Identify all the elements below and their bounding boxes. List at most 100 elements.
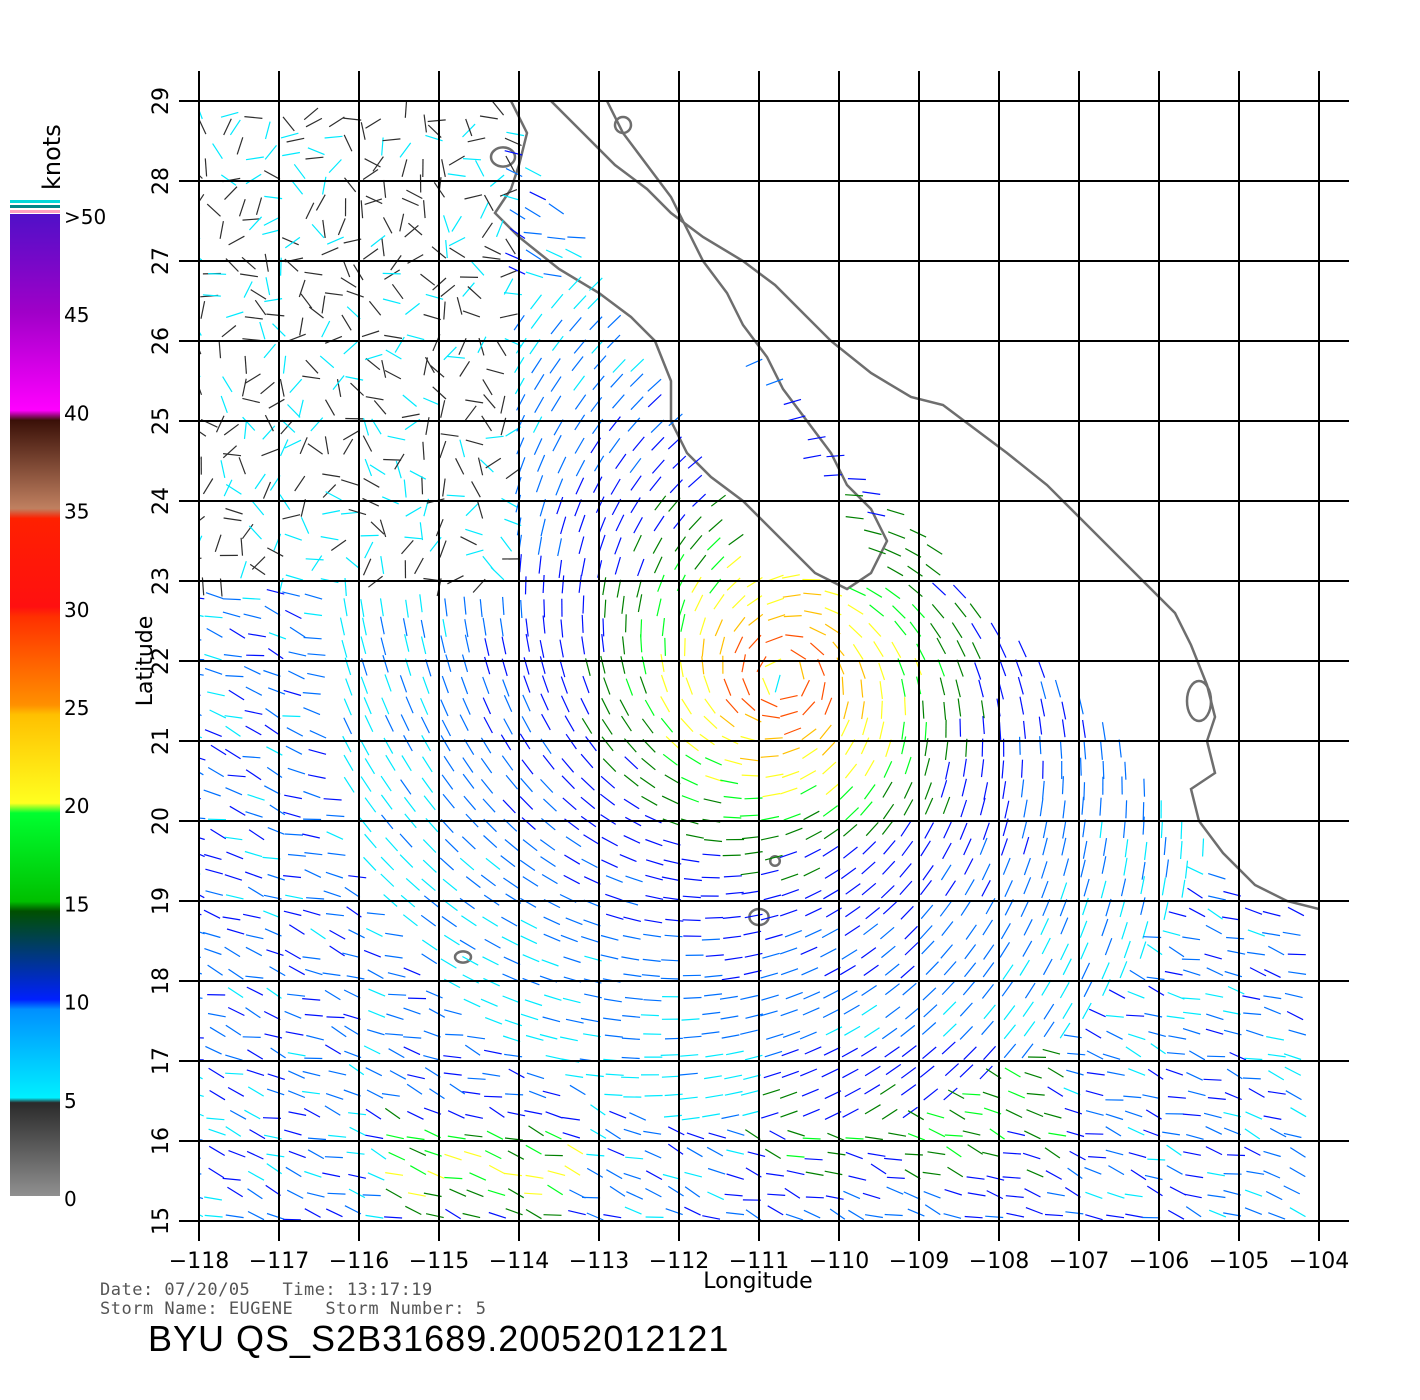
wind-vector — [302, 692, 321, 695]
wind-vector — [629, 373, 644, 387]
wind-vector — [204, 653, 222, 661]
wind-vector — [781, 889, 800, 897]
wind-vector — [384, 674, 392, 692]
wind-vector — [574, 414, 586, 431]
wind-vector — [924, 1204, 941, 1216]
wind-vector — [923, 1088, 939, 1101]
wind-vector — [1003, 1005, 1016, 1021]
wind-vector — [804, 848, 821, 858]
wind-vector — [288, 651, 307, 657]
lon-tick-label: −114 — [489, 1249, 549, 1274]
wind-vector — [223, 654, 242, 658]
wind-vector — [247, 794, 265, 801]
wind-vector — [310, 928, 326, 940]
wind-vector — [884, 963, 900, 976]
wind-vector — [419, 594, 423, 613]
wind-vector — [382, 272, 401, 275]
wind-vector — [1164, 970, 1183, 976]
wind-vector — [204, 615, 223, 619]
lat-tick-label: 28 — [149, 167, 174, 195]
wind-vector — [467, 1035, 486, 1040]
wind-vector — [763, 894, 782, 901]
wind-vector — [528, 1125, 544, 1137]
wind-vector — [800, 946, 818, 955]
wind-vector — [307, 1149, 325, 1160]
wind-vector — [848, 624, 863, 638]
wind-vector — [403, 796, 416, 812]
wind-vector — [441, 675, 449, 694]
wind-vector — [267, 687, 286, 695]
wind-vector — [320, 536, 339, 541]
wind-vector — [705, 775, 723, 782]
wind-vector — [1128, 1152, 1147, 1159]
wind-vector — [924, 822, 935, 839]
wind-vector — [324, 335, 343, 344]
wind-vector — [324, 135, 343, 139]
legend-label: 0 — [64, 1187, 77, 1211]
wind-vector — [899, 863, 912, 878]
wind-vector — [687, 474, 703, 488]
wind-vector — [863, 529, 882, 536]
wind-vector — [441, 719, 452, 737]
wind-vector — [1088, 1008, 1106, 1018]
wind-vector — [1022, 1001, 1034, 1017]
wind-vector — [502, 799, 516, 814]
wind-vector — [1168, 911, 1187, 918]
lon-tick-label: −109 — [889, 1249, 949, 1274]
wind-vector — [743, 1074, 761, 1080]
wind-vector — [305, 968, 323, 976]
wind-vector — [825, 1195, 844, 1200]
wind-vector — [324, 1044, 342, 1055]
wind-vector — [283, 910, 302, 917]
wind-vector — [644, 919, 663, 924]
wind-vector — [440, 699, 449, 717]
wind-vector — [908, 584, 923, 598]
wind-vector — [562, 797, 577, 811]
wind-vector — [224, 715, 243, 719]
wind-vector — [345, 557, 361, 570]
wind-vector — [367, 1172, 385, 1181]
wind-vector — [1004, 880, 1013, 898]
wind-vector — [1080, 757, 1082, 776]
wind-vector — [1103, 838, 1108, 856]
wind-vector — [542, 798, 557, 812]
wind-vector — [1142, 921, 1149, 939]
wind-vector — [1206, 1013, 1224, 1021]
wind-vector — [302, 833, 320, 839]
wind-vector — [783, 813, 801, 821]
wind-vector — [841, 1047, 858, 1058]
wind-vector — [900, 965, 915, 979]
wind-vector — [552, 434, 562, 452]
wind-vector — [366, 1089, 384, 1099]
wind-vector — [1182, 997, 1201, 1000]
wind-vector — [545, 1130, 562, 1140]
wind-vector — [1183, 1151, 1202, 1156]
wind-vector — [199, 817, 206, 820]
wind-vector — [983, 782, 989, 800]
wind-vector — [362, 558, 372, 576]
wind-vector — [199, 1013, 201, 1015]
wind-vector — [387, 435, 406, 441]
wind-vector — [503, 718, 513, 735]
wind-vector — [324, 1156, 343, 1159]
wind-vector — [199, 1213, 204, 1218]
wind-vector — [242, 218, 261, 221]
wind-vector — [404, 634, 410, 652]
wind-vector — [683, 878, 702, 882]
wind-vector — [491, 101, 505, 116]
wind-vector — [305, 202, 315, 220]
wind-vector — [321, 320, 331, 338]
wind-vector — [1005, 1109, 1023, 1119]
wind-vector — [365, 1067, 383, 1077]
island-coast — [768, 854, 782, 868]
wind-vector — [325, 913, 344, 917]
wind-vector — [464, 634, 470, 653]
wind-vector — [385, 932, 404, 937]
wind-vector — [956, 659, 964, 677]
wind-vector — [543, 273, 562, 278]
wind-vector — [525, 633, 530, 652]
wind-vector — [957, 698, 962, 717]
wind-vector — [302, 909, 321, 916]
wind-vector — [726, 1129, 745, 1136]
